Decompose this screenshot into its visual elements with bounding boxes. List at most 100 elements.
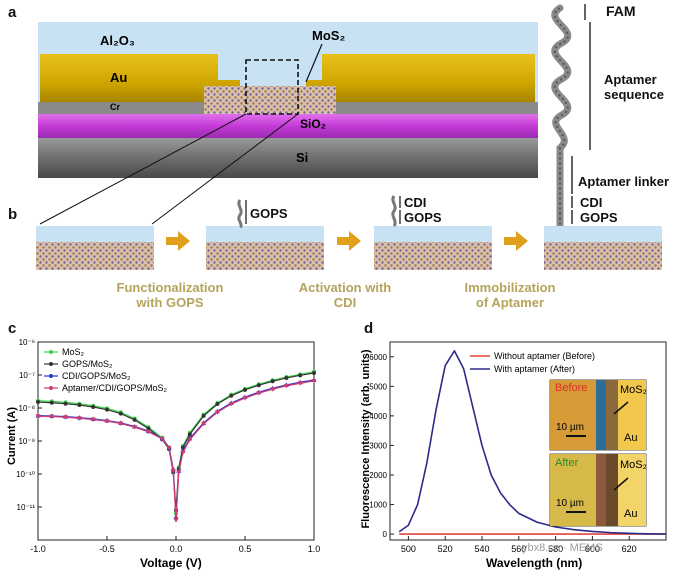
iv-ylabel: Current (A) bbox=[6, 406, 18, 466]
iv-point bbox=[118, 421, 124, 427]
iv-point bbox=[49, 400, 54, 405]
iv-xtick-label: -0.5 bbox=[99, 544, 115, 554]
aptamer-helix bbox=[551, 4, 572, 234]
gops-label-step1: GOPS bbox=[250, 206, 288, 221]
iv-ytick-label: 10⁻¹⁰ bbox=[16, 470, 35, 479]
iv-point bbox=[104, 419, 110, 424]
au-electrode-right bbox=[306, 54, 535, 102]
mos2-channel bbox=[204, 86, 336, 114]
panel-b-steps bbox=[36, 195, 662, 270]
iv-point bbox=[170, 468, 176, 474]
fl-ylabel: Fluorescence Intensity (arb. units) bbox=[360, 349, 372, 529]
fl-ytick-label: 6000 bbox=[369, 353, 387, 362]
inset-after-tag: After bbox=[555, 457, 579, 469]
sio2-layer bbox=[38, 114, 538, 138]
iv-point bbox=[118, 411, 123, 416]
fl-ytick-label: 5000 bbox=[369, 382, 387, 391]
iv-point bbox=[76, 416, 82, 421]
substrate-4 bbox=[544, 226, 662, 270]
iv-legend-label: Aptamer/CDI/GOPS/MoS₂ bbox=[62, 383, 168, 393]
iv-point bbox=[215, 402, 220, 407]
iv-point bbox=[312, 371, 316, 376]
aptamer-helix-shade bbox=[553, 7, 569, 230]
iv-legend-marker bbox=[49, 362, 53, 366]
zoom-line-left bbox=[39, 113, 247, 225]
mos2-label: MoS₂ bbox=[312, 28, 346, 43]
iv-ytick-label: 10⁻⁶ bbox=[19, 338, 35, 347]
iv-chart: -1.0 -0.5 0.0 0.5 1.0 10⁻¹¹ 10⁻¹⁰ 10⁻⁹ 10⁻⁸ 10⁻⁷ 1… bbox=[16, 338, 320, 554]
fl-plot-frame bbox=[389, 341, 667, 541]
substrate-3 bbox=[374, 195, 492, 270]
iv-point bbox=[159, 437, 165, 442]
iv-point bbox=[77, 403, 82, 408]
iv-point bbox=[105, 407, 109, 412]
iv-xlabel: Voltage (V) bbox=[140, 556, 202, 570]
iv-point bbox=[229, 393, 234, 398]
step-2-caption: Activation with CDI bbox=[285, 280, 405, 310]
step-arrow-3 bbox=[504, 231, 528, 251]
inset-after-scale: 10 µm bbox=[556, 498, 584, 509]
iv-point bbox=[270, 387, 276, 392]
panel-a-device bbox=[38, 22, 538, 225]
gops-label-a: GOPS bbox=[580, 210, 618, 225]
al2o3-label: Al₂O₃ bbox=[100, 33, 135, 48]
fl-xtick-label: 520 bbox=[438, 544, 453, 554]
panel-a-letter: a bbox=[8, 4, 17, 21]
iv-point bbox=[132, 417, 137, 422]
cr-label: Cr bbox=[110, 102, 121, 112]
step-3-line1: Immobilization bbox=[464, 280, 556, 295]
iv-point bbox=[49, 414, 55, 420]
step-3-caption: Immobilization of Aptamer bbox=[450, 280, 570, 310]
iv-xtick-label: 0.5 bbox=[239, 544, 252, 554]
iv-point bbox=[283, 383, 289, 389]
fam-label: FAM bbox=[606, 3, 636, 19]
iv-ytick-label: 10⁻⁷ bbox=[19, 371, 35, 380]
iv-point bbox=[90, 417, 96, 423]
iv-point bbox=[256, 391, 262, 396]
iv-point bbox=[201, 421, 207, 427]
iv-point bbox=[91, 405, 96, 410]
inset-before-scale: 10 µm bbox=[556, 422, 584, 433]
fl-xtick-label: 580 bbox=[548, 544, 563, 554]
substrate-2 bbox=[206, 199, 324, 270]
iv-ytick-label: 10⁻⁹ bbox=[18, 437, 35, 446]
aptamer-sequence-label: Aptamer sequence bbox=[604, 72, 664, 102]
iv-point bbox=[35, 414, 41, 419]
iv-point bbox=[311, 378, 317, 384]
panel-b-letter: b bbox=[8, 206, 18, 223]
step-2-line1: Activation with bbox=[298, 280, 392, 295]
fl-series bbox=[398, 350, 667, 535]
iv-legend: MoS₂ GOPS/MoS₂ CDI/GOPS/MoS₂ Aptamer/CDI/GO… bbox=[44, 347, 168, 393]
iv-series-line bbox=[37, 379, 315, 517]
iv-point bbox=[187, 432, 192, 437]
step-1-line2: with GOPS bbox=[136, 295, 204, 310]
cdi-label-step2: CDI bbox=[404, 195, 427, 210]
au-label: Au bbox=[110, 70, 128, 85]
fl-xtick-label: 500 bbox=[401, 544, 416, 554]
inset-after bbox=[549, 453, 647, 527]
iv-point bbox=[36, 400, 40, 405]
aptamer-linker-label: Aptamer linker bbox=[578, 174, 670, 189]
substrate-1 bbox=[36, 226, 154, 270]
step-2-line2: CDI bbox=[333, 295, 357, 310]
iv-point bbox=[256, 383, 261, 388]
fl-ytick-label: 0 bbox=[383, 530, 388, 539]
iv-point bbox=[270, 379, 275, 384]
iv-xtick-label: -1.0 bbox=[30, 544, 46, 554]
iv-point bbox=[146, 426, 151, 431]
zoom-box bbox=[245, 59, 299, 115]
iv-point bbox=[166, 446, 172, 451]
iv-point bbox=[63, 415, 69, 420]
fl-xlabel: Wavelength (nm) bbox=[486, 556, 583, 570]
aptamer-strand bbox=[551, 4, 591, 234]
sio2-label: SiO₂ bbox=[300, 117, 327, 131]
step-arrow-1 bbox=[166, 231, 190, 251]
iv-legend-label: GOPS/MoS₂ bbox=[62, 359, 113, 369]
iv-point bbox=[63, 401, 68, 406]
au-electrode-left bbox=[40, 54, 240, 102]
iv-legend-marker bbox=[49, 386, 53, 390]
fl-xtick-label: 600 bbox=[585, 544, 600, 554]
si-label: Si bbox=[296, 150, 309, 165]
watermark: ybx8.cn · MEMS bbox=[522, 542, 603, 554]
